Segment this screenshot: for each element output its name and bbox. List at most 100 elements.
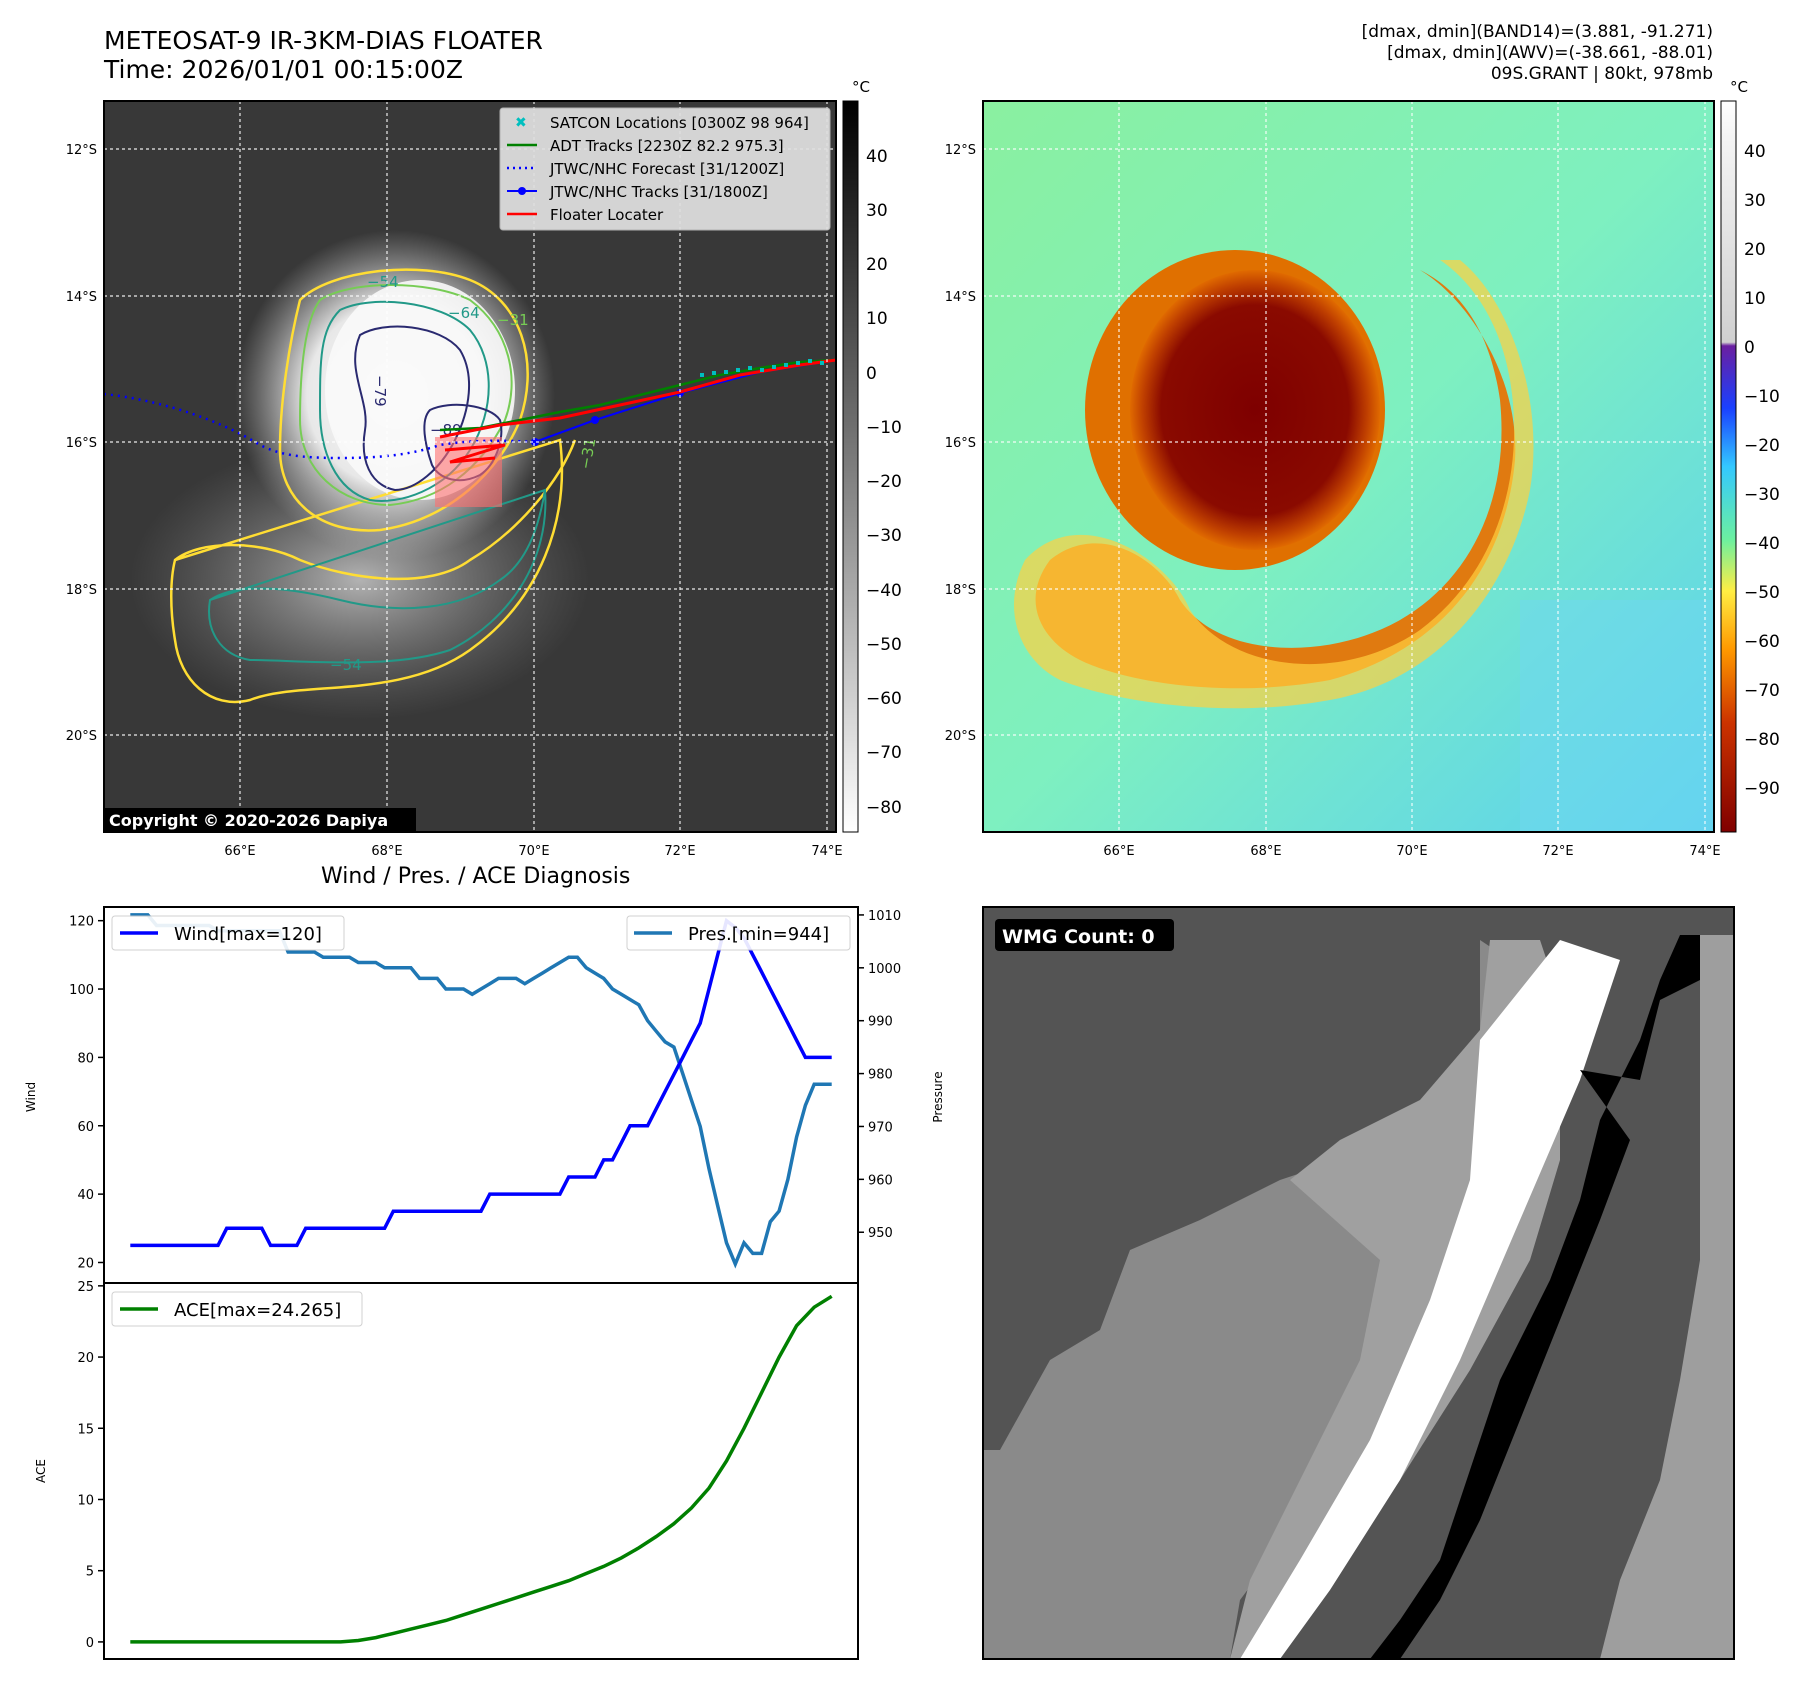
awv-colorbar-tick: −40 — [1744, 534, 1780, 554]
pressure-y-ticks: 950 960 970 980 990 1000 1010 — [858, 909, 901, 1241]
legend-label: SATCON Locations [0300Z 98 964] — [550, 114, 809, 132]
jtwc-legend-marker — [518, 187, 526, 195]
awv-lat-label: 18°S — [945, 583, 976, 598]
page-title: METEOSAT-9 IR-3KM-DIAS FLOATER Time: 202… — [104, 26, 543, 84]
ir-colorbar-tick: −60 — [866, 689, 902, 709]
axis-tick-label: 990 — [868, 1015, 893, 1030]
ir-colorbar-tick: 20 — [866, 255, 888, 275]
awv-colorbar-tick: −50 — [1744, 583, 1780, 603]
axis-tick-label: 60 — [77, 1120, 94, 1135]
wmg-frame — [982, 906, 1735, 1660]
awv-colorbar-tick: 30 — [1744, 191, 1766, 211]
ace-line — [130, 1294, 833, 1644]
ir-colorbar-tick: 10 — [866, 309, 888, 329]
ir-lon-label: 74°E — [811, 844, 842, 859]
awv-colorbar-tick: −60 — [1744, 632, 1780, 652]
axis-tick-label: 960 — [868, 1173, 893, 1188]
info-line-1: [dmax, dmin](BAND14)=(3.881, -91.271) — [1361, 22, 1713, 42]
wind-legend-label: Wind[max=120] — [174, 924, 322, 945]
storm-info: [dmax, dmin](BAND14)=(3.881, -91.271) [d… — [1362, 22, 1713, 85]
pressure-legend-label: Pres.[min=944] — [688, 924, 829, 945]
axis-tick-label: 1010 — [868, 909, 901, 924]
ace-axis-label: ACE — [34, 1459, 48, 1483]
awv-colorbar-tick: −10 — [1744, 387, 1780, 407]
axis-tick-label: 25 — [77, 1280, 94, 1295]
ir-map: −54 −64 −31 −79 −89 −31 −54 — [66, 78, 902, 859]
ir-colorbar-tick: 40 — [866, 147, 888, 167]
axis-tick-label: 1000 — [868, 962, 901, 977]
legend-label: JTWC/NHC Forecast [31/1200Z] — [549, 160, 784, 178]
awv-colorbar-tick: 20 — [1744, 240, 1766, 260]
axis-tick-label: 980 — [868, 1068, 893, 1083]
ir-colorbar-tick: −80 — [866, 798, 902, 818]
axis-tick-label: 970 — [868, 1120, 893, 1135]
ir-lon-label: 68°E — [371, 844, 402, 859]
awv-dry-core — [1130, 270, 1380, 550]
satcon-marker-icon: ✖ — [515, 115, 527, 131]
ir-lon-label: 72°E — [664, 844, 695, 859]
axis-tick-label: 20 — [77, 1351, 94, 1366]
legend-label: Floater Locater — [550, 206, 664, 224]
contour-yellow-band — [170, 438, 577, 704]
wmg-right-gray — [1600, 935, 1734, 1659]
awv-colorbar-unit: °C — [1730, 78, 1748, 96]
axis-tick-label: 950 — [868, 1226, 893, 1241]
ir-lon-label: 66°E — [224, 844, 255, 859]
ir-lat-label: 20°S — [66, 729, 97, 744]
pressure-legend: Pres.[min=944] — [626, 915, 851, 951]
wmg-panel: WMG Count: 0 — [982, 906, 1735, 1660]
legend-label: ADT Tracks [2230Z 82.2 975.3] — [550, 137, 784, 155]
awv-lat-label: 20°S — [945, 729, 976, 744]
ir-lat-label: 18°S — [66, 583, 97, 598]
wind-y-ticks: 20 40 60 80 100 120 — [69, 915, 104, 1271]
awv-lat-label: 16°S — [945, 436, 976, 451]
ir-lat-label: 12°S — [66, 143, 97, 158]
awv-colorbar-tick: −90 — [1744, 779, 1780, 799]
contour-label: −79 — [371, 375, 389, 407]
awv-colorbar-tick: 0 — [1744, 338, 1755, 358]
ir-frame — [103, 100, 837, 833]
awv-gridlines — [983, 101, 1714, 832]
ace-chart: 0 5 10 15 20 25 ACE ACE[max=24.265] — [34, 1280, 859, 1660]
awv-colorbar-tick: −80 — [1744, 730, 1780, 750]
awv-colorbar-tick: −20 — [1744, 436, 1780, 456]
axis-tick-label: 15 — [77, 1422, 94, 1437]
ir-lat-label: 16°S — [66, 436, 97, 451]
wind-legend: Wind[max=120] — [111, 915, 345, 951]
axis-tick-label: 120 — [69, 915, 94, 930]
ir-colorbar-unit: °C — [852, 78, 870, 96]
ir-colorbar-tick: −50 — [866, 635, 902, 655]
awv-light-patch — [1520, 600, 1714, 832]
ir-colorbar-tick: −40 — [866, 581, 902, 601]
awv-lon-label: 70°E — [1396, 844, 1427, 859]
awv-lat-label: 12°S — [945, 143, 976, 158]
awv-lon-label: 72°E — [1542, 844, 1573, 859]
awv-colorbar-tick: −70 — [1744, 681, 1780, 701]
awv-colorbar-tick: −30 — [1744, 485, 1780, 505]
wmg-white-stripe — [1240, 940, 1620, 1659]
awv-lon-label: 66°E — [1103, 844, 1134, 859]
awv-colorbar-tick: 40 — [1744, 142, 1766, 162]
jtwc-track-point — [591, 416, 599, 424]
ir-lat-label: 14°S — [66, 290, 97, 305]
contour-label: −54 — [330, 656, 362, 674]
awv-colorbar-tick: 10 — [1744, 289, 1766, 309]
info-line-3: 09S.GRANT | 80kt, 978mb — [1490, 64, 1713, 84]
ace-plot-area — [103, 1282, 859, 1660]
ir-colorbar-tick: −30 — [866, 526, 902, 546]
contour-label: −54 — [367, 273, 399, 291]
wmg-count-label: WMG Count: 0 — [1002, 926, 1155, 948]
axis-tick-label: 20 — [77, 1256, 94, 1271]
pressure-axis-label: Pressure — [931, 1071, 945, 1122]
ir-colorbar-tick: 0 — [866, 364, 877, 384]
awv-map: 12°S 14°S 16°S 18°S 20°S 66°E 68°E 70°E … — [945, 78, 1780, 859]
wind-axis-label: Wind — [24, 1082, 38, 1112]
info-line-2: [dmax, dmin](AWV)=(-38.661, -88.01) — [1387, 43, 1713, 63]
floater-locater — [444, 443, 506, 464]
contour-label: −31 — [576, 436, 599, 470]
contour-navy-core — [354, 325, 471, 492]
ir-colorbar-tick: −20 — [866, 472, 902, 492]
axis-tick-label: 5 — [86, 1565, 94, 1580]
awv-frame — [982, 100, 1715, 833]
